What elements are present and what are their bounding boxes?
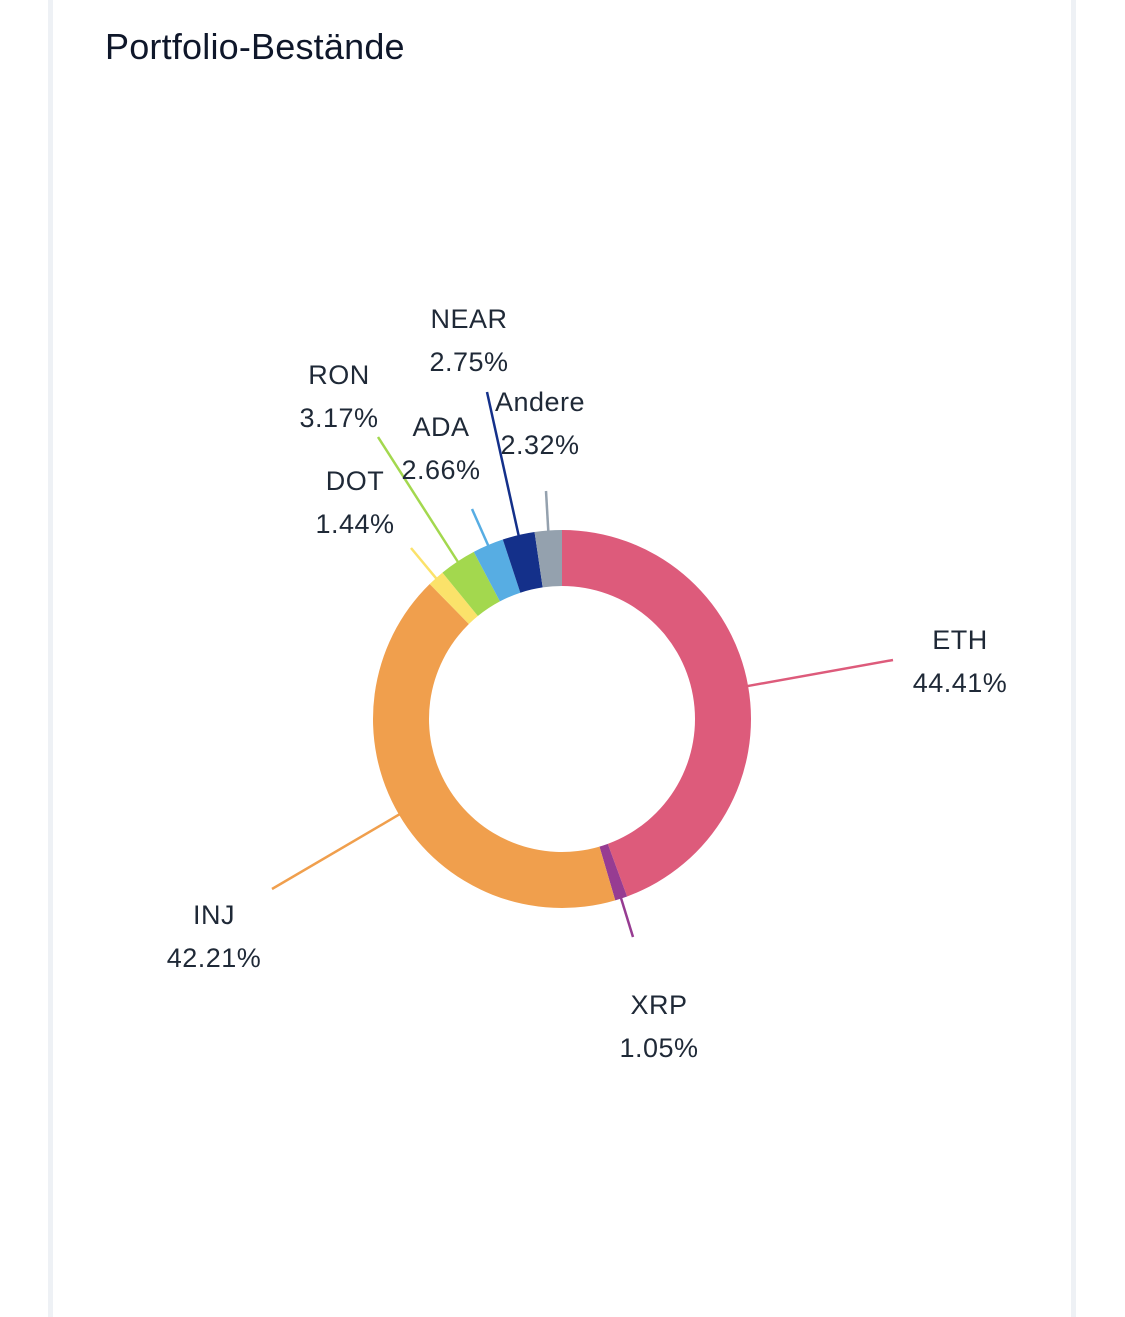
slice-label-eth: ETH xyxy=(932,625,988,655)
slice-label-dot: DOT xyxy=(326,466,385,496)
leader-line-eth xyxy=(745,658,894,688)
leader-line-ada xyxy=(470,508,490,548)
leader-line-inj xyxy=(271,812,402,891)
slice-percent-dot: 1.44% xyxy=(315,509,394,539)
portfolio-card: Portfolio-Bestände xyxy=(48,0,1076,1317)
slice-ada[interactable] xyxy=(473,539,521,602)
slice-label-near: NEAR xyxy=(430,304,507,334)
leader-lines xyxy=(271,391,894,938)
slice-label-andere: Andere xyxy=(495,387,585,417)
slice-percent-ada: 2.66% xyxy=(401,455,480,485)
leader-line-xrp xyxy=(619,896,635,938)
slice-label-ada: ADA xyxy=(412,412,469,442)
leader-line-ron xyxy=(376,436,460,564)
slice-ron[interactable] xyxy=(442,551,500,616)
slice-label-ron: RON xyxy=(308,360,370,390)
slice-percent-eth: 44.41% xyxy=(913,668,1008,698)
leader-line-andere xyxy=(544,490,550,533)
slice-label-xrp: XRP xyxy=(630,990,687,1020)
leader-line-near xyxy=(485,391,521,538)
slice-xrp[interactable] xyxy=(599,843,628,901)
slice-inj[interactable] xyxy=(372,584,616,909)
slice-near[interactable] xyxy=(502,532,543,593)
slice-percent-andere: 2.32% xyxy=(500,430,579,460)
leader-line-dot xyxy=(410,547,439,581)
slice-percent-inj: 42.21% xyxy=(167,943,262,973)
slice-labels: ETH 44.41% XRP 1.05% INJ 42.21% DOT 1.44% RON 3.1… xyxy=(167,304,1008,1063)
slice-percent-xrp: 1.05% xyxy=(619,1033,698,1063)
slice-percent-near: 2.75% xyxy=(429,347,508,377)
card-title: Portfolio-Bestände xyxy=(105,26,405,67)
slice-eth[interactable] xyxy=(562,530,751,897)
slice-dot[interactable] xyxy=(429,572,478,625)
slice-percent-ron: 3.17% xyxy=(299,403,378,433)
slice-andere[interactable] xyxy=(534,530,562,588)
donut-slices xyxy=(372,530,751,909)
slice-label-inj: INJ xyxy=(193,900,235,930)
